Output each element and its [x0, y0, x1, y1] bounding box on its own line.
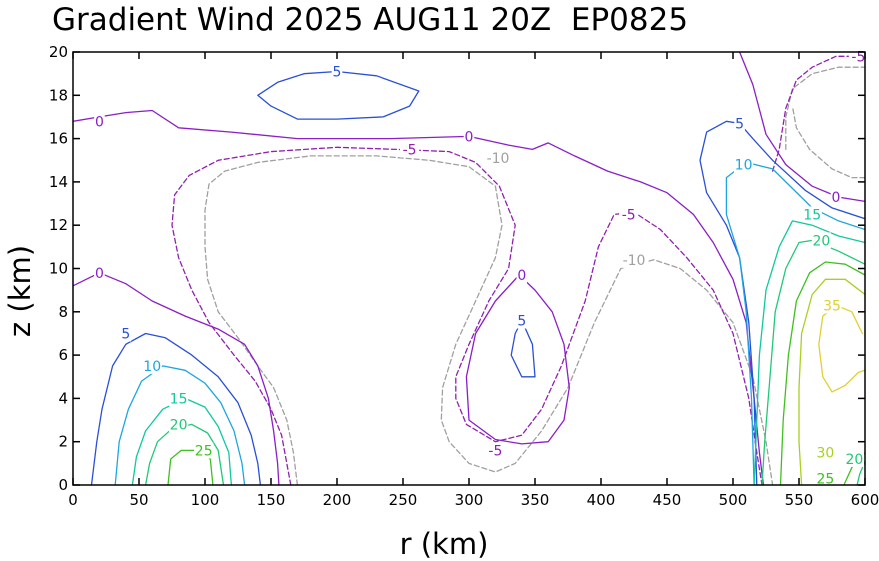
- contour-label-bg: [811, 232, 831, 249]
- contour-label-3: -10: [623, 253, 646, 269]
- contour-line-25-1: [167, 449, 214, 485]
- contour-label-bg: [516, 312, 528, 329]
- contour-line-30-1: [798, 278, 865, 485]
- contour-label-bg: [516, 267, 528, 283]
- contour-label-bg: [815, 470, 835, 487]
- x-tick-label-400: 400: [587, 491, 616, 509]
- x-tick-label-150: 150: [257, 491, 286, 509]
- contour-label-27: 35: [823, 298, 841, 314]
- contour-line-5-1: [90, 332, 262, 485]
- y-tick-label-16: 16: [49, 130, 68, 148]
- chart-title: Gradient Wind 2025 AUG11 20Z EP0825: [52, 2, 688, 38]
- contour-label-bg: [619, 206, 639, 223]
- x-tick-label-200: 200: [323, 491, 352, 509]
- contour-label-5: -5: [403, 142, 417, 158]
- contour-label-10: 0: [95, 266, 104, 282]
- contour-label-26: 30: [816, 446, 834, 462]
- contour-label-21: 20: [170, 417, 188, 433]
- contour-label-bg: [822, 297, 842, 314]
- contour-line-0-1: [73, 109, 765, 485]
- contour-labels: -10-10-10-5-5-5-500000555510101515202020…: [94, 48, 879, 488]
- y-tick-label-10: 10: [49, 260, 68, 278]
- y-tick-label-18: 18: [49, 86, 68, 104]
- contour-label-20: 15: [803, 207, 821, 223]
- contour-line-minus5-2: [771, 55, 865, 172]
- contour-label-19: 15: [170, 391, 188, 407]
- contour-label-bg: [331, 63, 343, 80]
- contour-label-bg: [94, 113, 105, 130]
- y-tick-label-12: 12: [49, 216, 68, 234]
- contour-label-bg: [844, 451, 864, 467]
- contour-label-18: 10: [735, 158, 753, 174]
- contour-label-bg: [94, 264, 105, 281]
- contour-label-bg: [194, 442, 214, 459]
- contour-label-bg: [815, 444, 835, 461]
- contour-label-bg: [485, 442, 505, 459]
- contour-label-bg: [169, 416, 189, 433]
- contour-label-bg: [484, 150, 512, 167]
- x-tick-label-300: 300: [455, 491, 484, 509]
- contour-label-bg: [877, 85, 879, 102]
- contour-label-9: 0: [465, 129, 474, 145]
- contour-label-11: 0: [517, 268, 526, 284]
- x-tick-label-600: 600: [851, 491, 879, 509]
- x-axis-label: r (km): [400, 527, 489, 561]
- contour-line-minus10-3: [791, 105, 865, 179]
- contour-label-24: 25: [195, 443, 213, 459]
- contour-label-7: -5: [488, 443, 502, 459]
- x-tick-label-450: 450: [653, 491, 682, 509]
- contour-label-bg: [734, 156, 754, 173]
- x-tick-label-0: 0: [68, 491, 78, 509]
- contour-label-bg: [620, 251, 648, 268]
- contour-label-bg: [400, 141, 420, 158]
- contour-line-minus5-1: [171, 146, 763, 485]
- y-tick-label-4: 4: [58, 389, 68, 407]
- y-tick-label-0: 0: [58, 476, 68, 494]
- contour-label-6: -5: [622, 207, 636, 223]
- contour-label-16: 5: [735, 116, 744, 132]
- y-tick-label-20: 20: [49, 43, 68, 61]
- y-tick-label-2: 2: [58, 433, 68, 451]
- contour-line-5-3: [510, 319, 536, 378]
- contour-label-8: 0: [95, 114, 104, 130]
- contour-line-25-2: [779, 261, 865, 485]
- contour-line-10-1: [114, 365, 246, 485]
- contour-label-13: 5: [333, 65, 342, 81]
- contour-label-bg: [142, 357, 162, 374]
- x-tick-label-500: 500: [719, 491, 748, 509]
- x-tick-label-100: 100: [191, 491, 220, 509]
- contour-label-bg: [830, 189, 842, 206]
- contour-label-bg: [802, 206, 822, 223]
- contour-label-bg: [120, 325, 132, 342]
- contour-line-5-2: [257, 70, 420, 120]
- contour-label-4: -5: [851, 49, 865, 65]
- contour-label-15: 5: [517, 314, 526, 330]
- contour-label-14: 5: [121, 327, 130, 343]
- contour-line-35-1: [818, 304, 865, 393]
- contour-label-bg: [734, 115, 745, 132]
- contour-line-0-3: [465, 274, 570, 445]
- x-tick-label-50: 50: [129, 491, 148, 509]
- y-tick-label-14: 14: [49, 173, 68, 191]
- contour-label-bg: [463, 128, 475, 145]
- x-tick-label-350: 350: [521, 491, 550, 509]
- x-tick-label-250: 250: [389, 491, 418, 509]
- x-tick-label-550: 550: [785, 491, 814, 509]
- contour-label-23: 20: [845, 452, 863, 468]
- contour-label-2: -10: [487, 151, 510, 167]
- contour-label-17: 10: [143, 359, 161, 375]
- axes: 0 50 100 150 200 250 300 350 400 450 500 550 6000246…: [49, 43, 879, 509]
- contour-label-12: 0: [832, 190, 841, 206]
- contour-line-5-4: [699, 120, 865, 485]
- contour-label-25: 25: [816, 472, 834, 488]
- contour-label-bg: [169, 390, 189, 407]
- contour-line-minus10-2: [785, 66, 865, 151]
- y-tick-label-6: 6: [58, 346, 68, 364]
- y-axis-label: z (km): [3, 245, 37, 337]
- y-tick-label-8: 8: [58, 303, 68, 321]
- contour-label-22: 20: [812, 233, 830, 249]
- contour-line-0-2: [73, 272, 280, 485]
